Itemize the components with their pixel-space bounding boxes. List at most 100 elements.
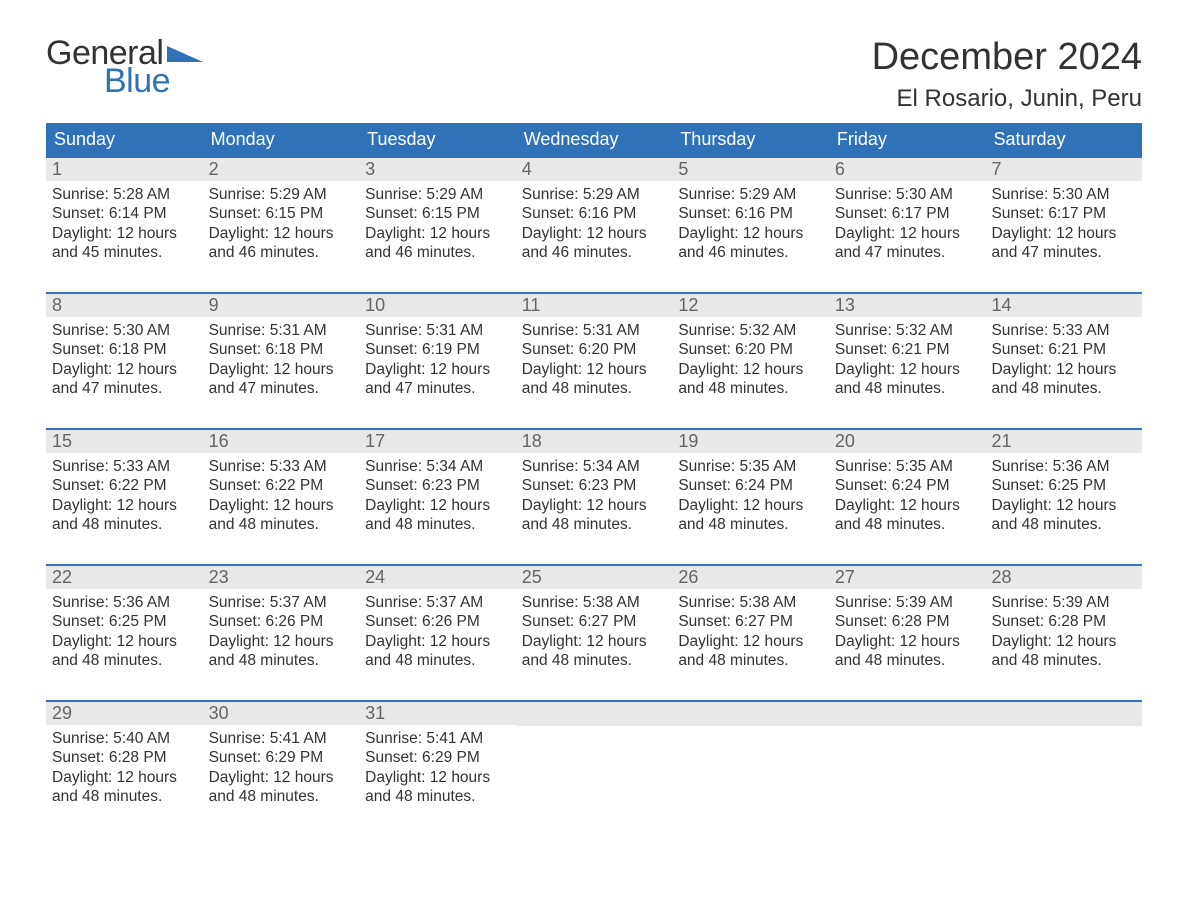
sunrise-text: Sunrise: 5:32 AM — [678, 321, 823, 340]
month-title: December 2024 — [872, 36, 1142, 79]
daylight-text: Daylight: 12 hours — [52, 496, 197, 515]
day-number: 26 — [672, 566, 829, 589]
day-details: Sunrise: 5:33 AMSunset: 6:22 PMDaylight:… — [46, 453, 203, 539]
calendar-week: 1Sunrise: 5:28 AMSunset: 6:14 PMDaylight… — [46, 156, 1142, 278]
sunrise-text: Sunrise: 5:33 AM — [209, 457, 354, 476]
sunrise-text: Sunrise: 5:30 AM — [52, 321, 197, 340]
daylight-text: and 47 minutes. — [991, 243, 1136, 262]
calendar-day: 30Sunrise: 5:41 AMSunset: 6:29 PMDayligh… — [203, 702, 360, 822]
calendar-day: 20Sunrise: 5:35 AMSunset: 6:24 PMDayligh… — [829, 430, 986, 550]
day-number: 1 — [46, 158, 203, 181]
sunrise-text: Sunrise: 5:34 AM — [522, 457, 667, 476]
sunrise-text: Sunrise: 5:35 AM — [835, 457, 980, 476]
daylight-text: Daylight: 12 hours — [835, 496, 980, 515]
calendar-day: 29Sunrise: 5:40 AMSunset: 6:28 PMDayligh… — [46, 702, 203, 822]
sunrise-text: Sunrise: 5:39 AM — [991, 593, 1136, 612]
daylight-text: and 46 minutes. — [365, 243, 510, 262]
location: El Rosario, Junin, Peru — [872, 85, 1142, 113]
daylight-text: Daylight: 12 hours — [835, 360, 980, 379]
calendar-day: 14Sunrise: 5:33 AMSunset: 6:21 PMDayligh… — [985, 294, 1142, 414]
sunrise-text: Sunrise: 5:38 AM — [678, 593, 823, 612]
day-number: 5 — [672, 158, 829, 181]
day-details: Sunrise: 5:35 AMSunset: 6:24 PMDaylight:… — [672, 453, 829, 539]
daylight-text: Daylight: 12 hours — [522, 496, 667, 515]
day-details: Sunrise: 5:29 AMSunset: 6:15 PMDaylight:… — [203, 181, 360, 267]
calendar-day: 10Sunrise: 5:31 AMSunset: 6:19 PMDayligh… — [359, 294, 516, 414]
weekday-header: Friday — [829, 123, 986, 156]
sunset-text: Sunset: 6:25 PM — [52, 612, 197, 631]
day-details: Sunrise: 5:41 AMSunset: 6:29 PMDaylight:… — [359, 725, 516, 811]
sunset-text: Sunset: 6:17 PM — [835, 204, 980, 223]
daylight-text: Daylight: 12 hours — [365, 360, 510, 379]
sunrise-text: Sunrise: 5:34 AM — [365, 457, 510, 476]
calendar-day: 22Sunrise: 5:36 AMSunset: 6:25 PMDayligh… — [46, 566, 203, 686]
sunrise-text: Sunrise: 5:33 AM — [991, 321, 1136, 340]
day-details: Sunrise: 5:36 AMSunset: 6:25 PMDaylight:… — [985, 453, 1142, 539]
day-number: 3 — [359, 158, 516, 181]
sunset-text: Sunset: 6:15 PM — [209, 204, 354, 223]
day-details: Sunrise: 5:38 AMSunset: 6:27 PMDaylight:… — [672, 589, 829, 675]
logo: General Blue — [46, 36, 203, 98]
daylight-text: and 47 minutes. — [209, 379, 354, 398]
daylight-text: Daylight: 12 hours — [52, 224, 197, 243]
day-details: Sunrise: 5:30 AMSunset: 6:18 PMDaylight:… — [46, 317, 203, 403]
sunset-text: Sunset: 6:16 PM — [678, 204, 823, 223]
day-number: 27 — [829, 566, 986, 589]
day-details: Sunrise: 5:30 AMSunset: 6:17 PMDaylight:… — [829, 181, 986, 267]
day-number: 21 — [985, 430, 1142, 453]
sunrise-text: Sunrise: 5:36 AM — [52, 593, 197, 612]
day-details: Sunrise: 5:30 AMSunset: 6:17 PMDaylight:… — [985, 181, 1142, 267]
daylight-text: and 46 minutes. — [209, 243, 354, 262]
sunset-text: Sunset: 6:21 PM — [991, 340, 1136, 359]
calendar-day: 21Sunrise: 5:36 AMSunset: 6:25 PMDayligh… — [985, 430, 1142, 550]
daylight-text: and 45 minutes. — [52, 243, 197, 262]
sunset-text: Sunset: 6:15 PM — [365, 204, 510, 223]
day-details: Sunrise: 5:34 AMSunset: 6:23 PMDaylight:… — [516, 453, 673, 539]
daylight-text: Daylight: 12 hours — [209, 224, 354, 243]
sunrise-text: Sunrise: 5:39 AM — [835, 593, 980, 612]
day-number: 2 — [203, 158, 360, 181]
daylight-text: Daylight: 12 hours — [678, 360, 823, 379]
day-details: Sunrise: 5:36 AMSunset: 6:25 PMDaylight:… — [46, 589, 203, 675]
day-number: 25 — [516, 566, 673, 589]
day-details: Sunrise: 5:28 AMSunset: 6:14 PMDaylight:… — [46, 181, 203, 267]
weekday-header: Sunday — [46, 123, 203, 156]
day-details: Sunrise: 5:34 AMSunset: 6:23 PMDaylight:… — [359, 453, 516, 539]
sunset-text: Sunset: 6:26 PM — [209, 612, 354, 631]
sunset-text: Sunset: 6:16 PM — [522, 204, 667, 223]
sunset-text: Sunset: 6:23 PM — [522, 476, 667, 495]
sunset-text: Sunset: 6:17 PM — [991, 204, 1136, 223]
sunrise-text: Sunrise: 5:28 AM — [52, 185, 197, 204]
calendar-day: 4Sunrise: 5:29 AMSunset: 6:16 PMDaylight… — [516, 158, 673, 278]
sunrise-text: Sunrise: 5:29 AM — [209, 185, 354, 204]
calendar-week: 22Sunrise: 5:36 AMSunset: 6:25 PMDayligh… — [46, 564, 1142, 686]
daylight-text: Daylight: 12 hours — [52, 768, 197, 787]
sunrise-text: Sunrise: 5:33 AM — [52, 457, 197, 476]
day-number: 10 — [359, 294, 516, 317]
sunrise-text: Sunrise: 5:41 AM — [209, 729, 354, 748]
sunset-text: Sunset: 6:27 PM — [522, 612, 667, 631]
day-number: 29 — [46, 702, 203, 725]
sunset-text: Sunset: 6:29 PM — [365, 748, 510, 767]
day-number: 19 — [672, 430, 829, 453]
daylight-text: and 48 minutes. — [365, 787, 510, 806]
day-details: Sunrise: 5:35 AMSunset: 6:24 PMDaylight:… — [829, 453, 986, 539]
daylight-text: and 48 minutes. — [678, 651, 823, 670]
daylight-text: Daylight: 12 hours — [522, 632, 667, 651]
day-number: 13 — [829, 294, 986, 317]
calendar-day: 16Sunrise: 5:33 AMSunset: 6:22 PMDayligh… — [203, 430, 360, 550]
sunrise-text: Sunrise: 5:36 AM — [991, 457, 1136, 476]
sunrise-text: Sunrise: 5:29 AM — [522, 185, 667, 204]
sunset-text: Sunset: 6:14 PM — [52, 204, 197, 223]
daylight-text: Daylight: 12 hours — [522, 224, 667, 243]
sunrise-text: Sunrise: 5:30 AM — [835, 185, 980, 204]
sunset-text: Sunset: 6:22 PM — [209, 476, 354, 495]
calendar-week: 29Sunrise: 5:40 AMSunset: 6:28 PMDayligh… — [46, 700, 1142, 822]
calendar-day: 17Sunrise: 5:34 AMSunset: 6:23 PMDayligh… — [359, 430, 516, 550]
daylight-text: Daylight: 12 hours — [991, 360, 1136, 379]
day-details: Sunrise: 5:40 AMSunset: 6:28 PMDaylight:… — [46, 725, 203, 811]
sunset-text: Sunset: 6:24 PM — [678, 476, 823, 495]
daylight-text: and 48 minutes. — [365, 515, 510, 534]
day-number: 15 — [46, 430, 203, 453]
sunset-text: Sunset: 6:24 PM — [835, 476, 980, 495]
